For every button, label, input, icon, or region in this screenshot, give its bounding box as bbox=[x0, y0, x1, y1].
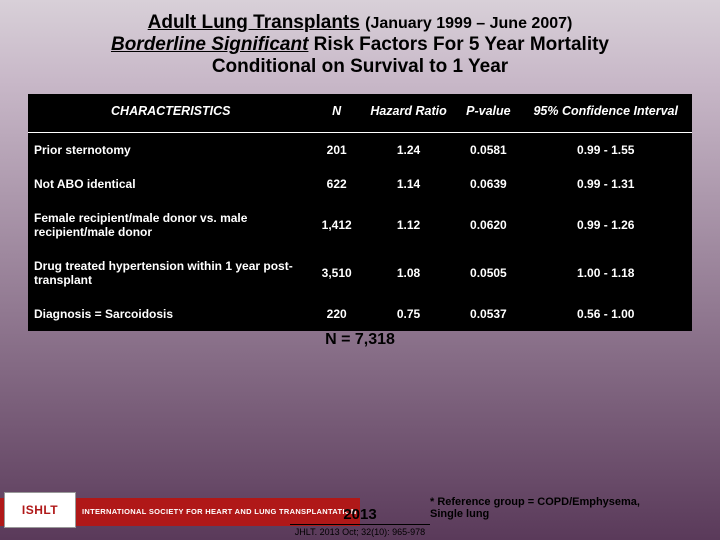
title-dates: (January 1999 – June 2007) bbox=[365, 15, 572, 32]
cell-char: Prior sternotomy bbox=[28, 133, 314, 168]
title-emph: Borderline Significant bbox=[111, 34, 308, 55]
cell-n: 3,510 bbox=[314, 249, 360, 297]
cell-ci: 0.99 - 1.26 bbox=[519, 201, 692, 249]
col-ci: 95% Confidence Interval bbox=[519, 94, 692, 133]
table-row: Diagnosis = Sarcoidosis2200.750.05370.56… bbox=[28, 297, 692, 331]
cell-char: Not ABO identical bbox=[28, 167, 314, 201]
col-hazard-ratio: Hazard Ratio bbox=[360, 94, 457, 133]
cell-ci: 1.00 - 1.18 bbox=[519, 249, 692, 297]
title-line-2: Borderline Significant Risk Factors For … bbox=[30, 34, 690, 56]
cell-char: Drug treated hypertension within 1 year … bbox=[28, 249, 314, 297]
cell-ci: 0.99 - 1.55 bbox=[519, 133, 692, 168]
col-characteristics: CHARACTERISTICS bbox=[28, 94, 314, 133]
ishlt-logo-icon: ISHLT bbox=[4, 492, 76, 528]
cell-p: 0.0505 bbox=[457, 249, 519, 297]
cell-char: Female recipient/male donor vs. male rec… bbox=[28, 201, 314, 249]
cell-ci: 0.99 - 1.31 bbox=[519, 167, 692, 201]
cell-p: 0.0639 bbox=[457, 167, 519, 201]
col-n: N bbox=[314, 94, 360, 133]
ref-note-line-1: * Reference group = COPD/Emphysema, bbox=[430, 496, 690, 508]
cell-n: 220 bbox=[314, 297, 360, 331]
citation: JHLT. 2013 Oct; 32(10): 965-978 bbox=[270, 525, 450, 540]
cell-hr: 1.12 bbox=[360, 201, 457, 249]
cell-n: 622 bbox=[314, 167, 360, 201]
cell-p: 0.0620 bbox=[457, 201, 519, 249]
risk-factors-table: CHARACTERISTICS N Hazard Ratio P-value 9… bbox=[28, 94, 692, 331]
col-pvalue: P-value bbox=[457, 94, 519, 133]
cell-p: 0.0581 bbox=[457, 133, 519, 168]
table-header-row: CHARACTERISTICS N Hazard Ratio P-value 9… bbox=[28, 94, 692, 133]
cell-char: Diagnosis = Sarcoidosis bbox=[28, 297, 314, 331]
n-total: N = 7,318 bbox=[0, 331, 720, 349]
table-row: Not ABO identical6221.140.06390.99 - 1.3… bbox=[28, 167, 692, 201]
title-line-1: Adult Lung Transplants (January 1999 – J… bbox=[30, 12, 690, 34]
cell-hr: 1.14 bbox=[360, 167, 457, 201]
title-main: Adult Lung Transplants bbox=[148, 12, 360, 33]
year-label: 2013 bbox=[290, 506, 430, 525]
title-rest: Risk Factors For 5 Year Mortality bbox=[308, 34, 609, 55]
table-row: Prior sternotomy2011.240.05810.99 - 1.55 bbox=[28, 133, 692, 168]
title-area: Adult Lung Transplants (January 1999 – J… bbox=[0, 0, 720, 86]
title-line-3: Conditional on Survival to 1 Year bbox=[30, 56, 690, 78]
cell-hr: 1.24 bbox=[360, 133, 457, 168]
logo-acronym: ISHLT bbox=[22, 503, 58, 517]
table-row: Drug treated hypertension within 1 year … bbox=[28, 249, 692, 297]
footer-center: 2013 JHLT. 2013 Oct; 32(10): 965-978 bbox=[270, 506, 450, 540]
reference-note: * Reference group = COPD/Emphysema, Sing… bbox=[430, 496, 690, 520]
table-row: Female recipient/male donor vs. male rec… bbox=[28, 201, 692, 249]
cell-n: 201 bbox=[314, 133, 360, 168]
cell-hr: 0.75 bbox=[360, 297, 457, 331]
cell-ci: 0.56 - 1.00 bbox=[519, 297, 692, 331]
cell-hr: 1.08 bbox=[360, 249, 457, 297]
ref-note-line-2: Single lung bbox=[430, 508, 690, 520]
cell-n: 1,412 bbox=[314, 201, 360, 249]
cell-p: 0.0537 bbox=[457, 297, 519, 331]
